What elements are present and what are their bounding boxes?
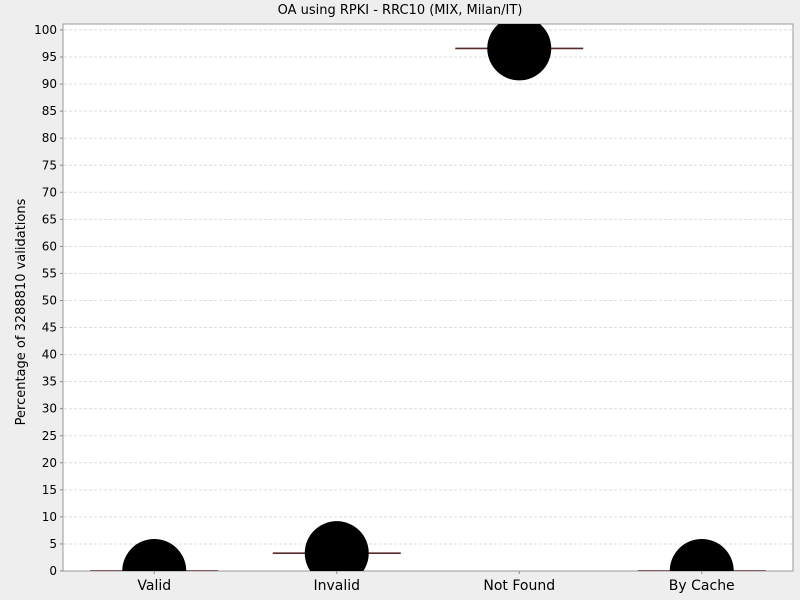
- chart-title: OA using RPKI - RRC10 (MIX, Milan/IT): [278, 3, 523, 18]
- grid: [64, 29, 792, 545]
- y-tick-label: 45: [42, 321, 57, 335]
- data-marks: [90, 24, 766, 571]
- y-tick-label: 85: [42, 104, 57, 118]
- y-tick-label: 10: [42, 510, 57, 524]
- y-tick-label: 35: [42, 375, 57, 389]
- y-tick-label: 55: [42, 266, 57, 280]
- y-tick-label: 25: [42, 429, 57, 443]
- data-point: [487, 24, 552, 81]
- y-tick-label: 20: [42, 456, 57, 470]
- y-tick-label: 70: [42, 185, 57, 199]
- y-tick-label: 90: [42, 77, 57, 91]
- data-point: [122, 539, 187, 571]
- y-tick-label: 80: [42, 131, 57, 145]
- x-tick-label: Invalid: [313, 578, 360, 594]
- data-point: [669, 539, 734, 571]
- y-tick-label: 5: [49, 537, 57, 551]
- x-axis: Valid Invalid Not Found By Cache: [137, 571, 735, 594]
- y-tick-label: 75: [42, 158, 57, 172]
- y-axis: 0 5 10 15 20 25 30 35 40 45 50 55 60 65 70 75 80 85 90 95 10…: [34, 23, 63, 578]
- y-tick-label: 60: [42, 239, 57, 253]
- y-tick-label: 95: [42, 50, 57, 64]
- y-tick-label: 50: [42, 294, 57, 308]
- data-point: [304, 521, 369, 571]
- y-tick-label: 40: [42, 348, 57, 362]
- x-tick-label: Not Found: [483, 578, 555, 594]
- y-tick-label: 0: [49, 564, 57, 578]
- y-tick-label: 100: [34, 23, 57, 37]
- y-tick-label: 65: [42, 212, 57, 226]
- x-tick-label: By Cache: [669, 578, 735, 594]
- y-tick-label: 30: [42, 402, 57, 416]
- x-tick-label: Valid: [137, 578, 171, 594]
- y-axis-label: Percentage of 3288810 validations: [14, 198, 29, 425]
- plot-area: [62, 23, 794, 572]
- y-tick-label: 15: [42, 483, 57, 497]
